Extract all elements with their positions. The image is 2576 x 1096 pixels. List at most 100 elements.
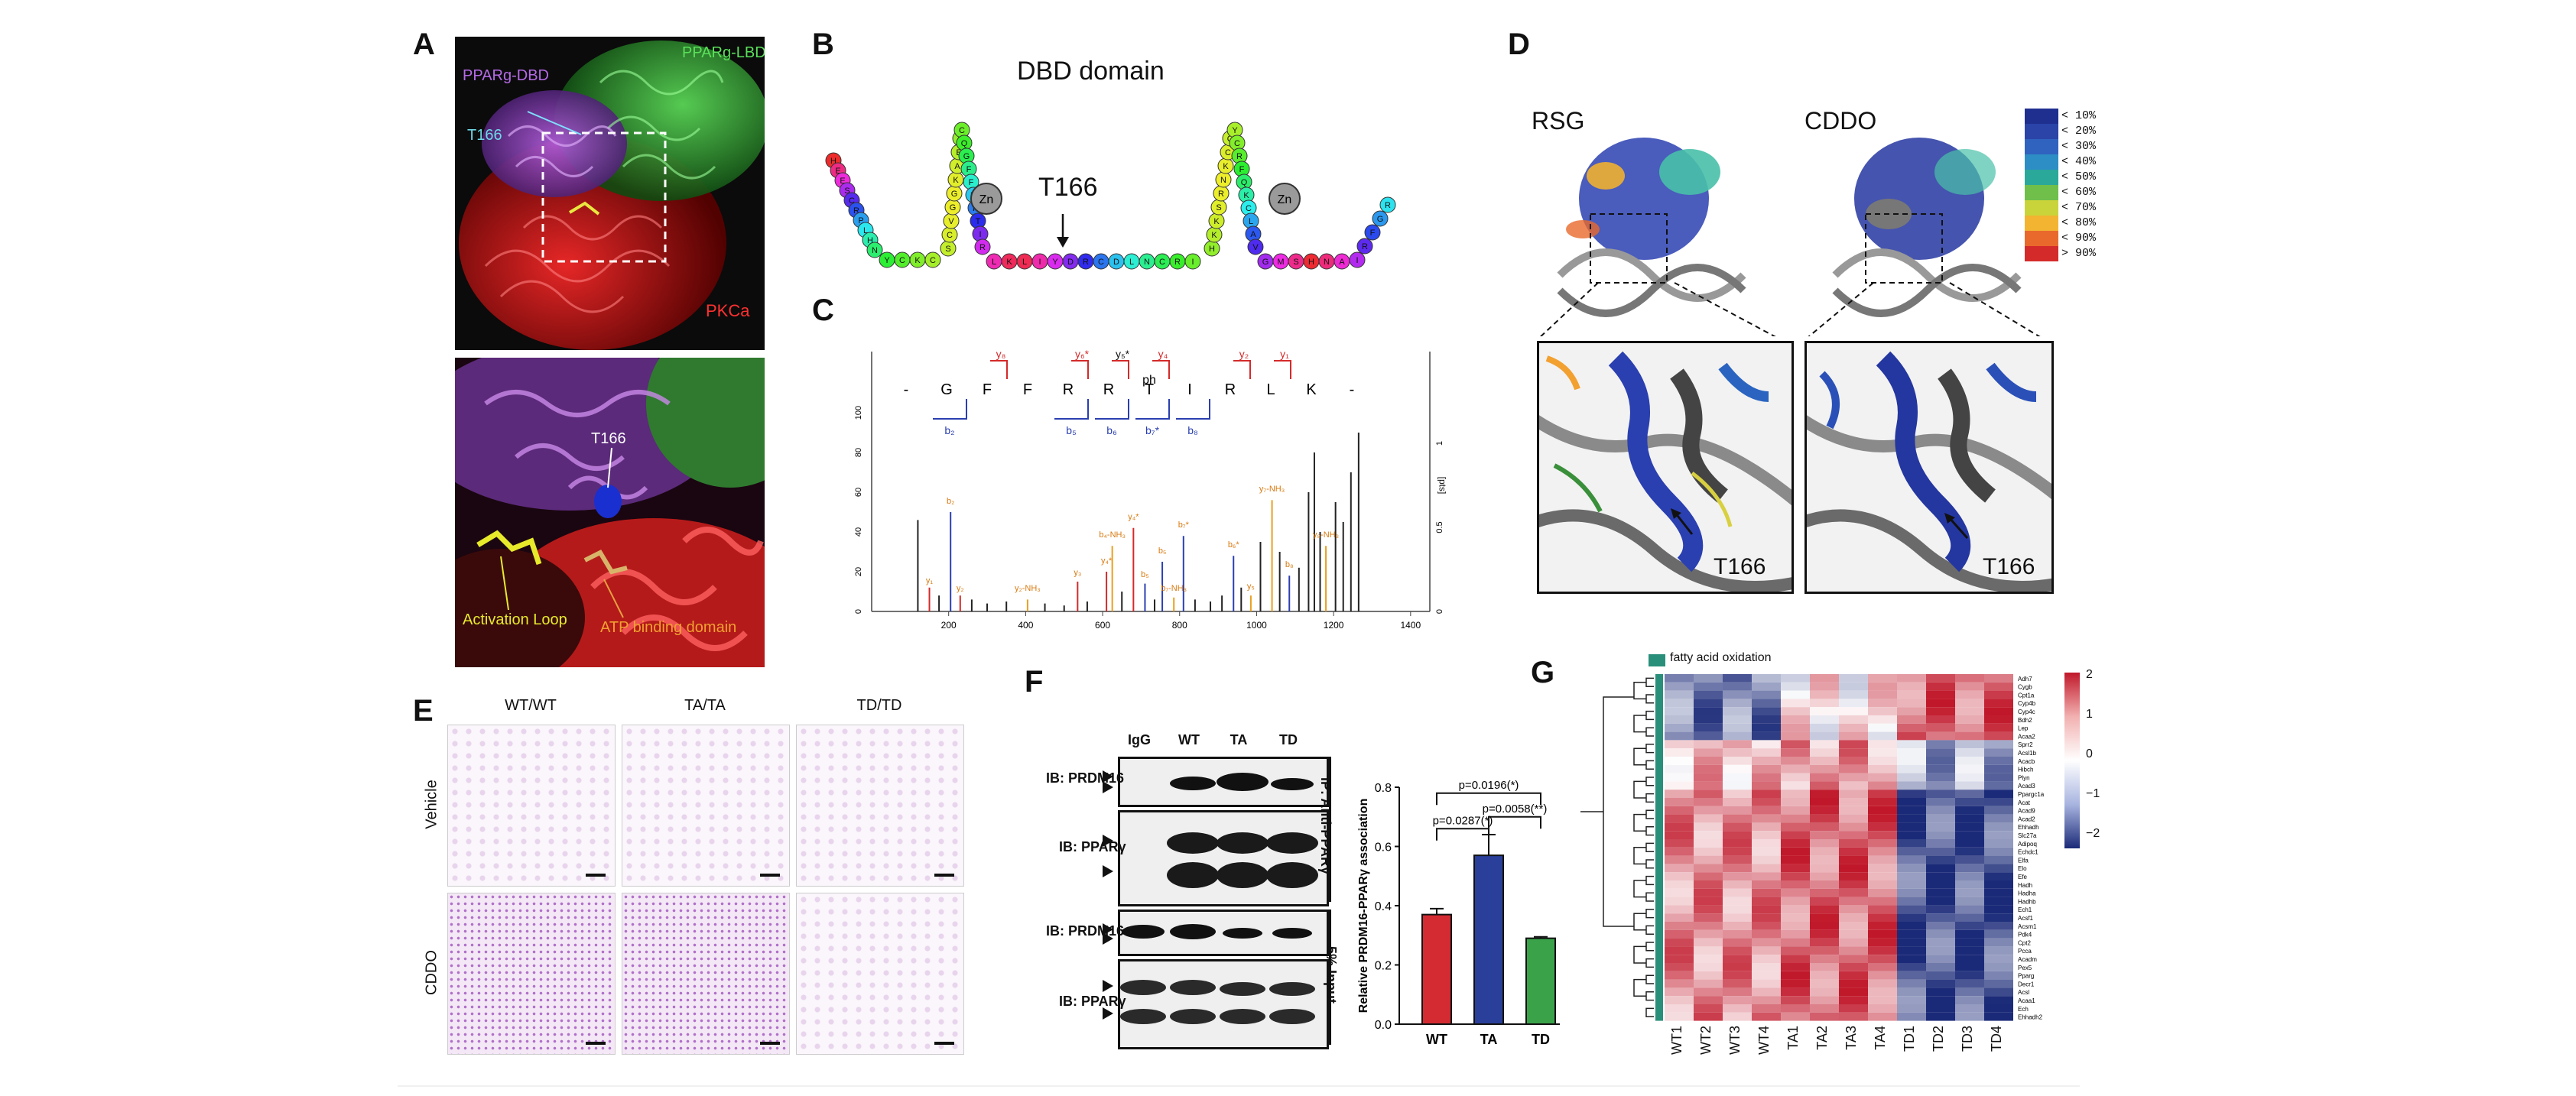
heatmap-cell <box>1810 748 1839 757</box>
heatmap-cell <box>1781 888 1810 897</box>
histology-column-label: WT/WT <box>505 697 557 714</box>
heatmap-cell <box>1694 938 1723 947</box>
heatmap-cell <box>1984 831 2013 839</box>
gene-label: Slc27a <box>2018 832 2037 839</box>
heatmap-cell <box>1665 996 1694 1004</box>
heatmap-cell <box>1665 913 1694 922</box>
legend-swatch <box>2025 170 2058 185</box>
heatmap-cell <box>1723 855 1752 864</box>
heatmap-cell <box>1839 897 1868 906</box>
heatmap-cell <box>1868 723 1897 732</box>
residue-letter: S <box>945 245 950 254</box>
heatmap-cell <box>1984 922 2013 930</box>
heatmap-cell <box>1868 740 1897 749</box>
heatmap-column-label: TA4 <box>1873 1026 1888 1050</box>
pkc-label: PKCa <box>706 301 750 320</box>
residue-letter: C <box>849 196 855 206</box>
heatmap-cell <box>1984 872 2013 880</box>
heatmap-cell <box>1897 690 1926 699</box>
heatmap-cell <box>1897 847 1926 856</box>
residue-letter: R <box>1083 258 1089 267</box>
residue-letter: Y <box>1232 126 1238 135</box>
heatmap-cell <box>1752 831 1781 839</box>
residue-letter: A <box>1339 258 1345 267</box>
histology-row-label: Vehicle <box>423 780 440 829</box>
heatmap-cell <box>1781 929 1810 939</box>
heatmap-cell <box>1984 781 2013 790</box>
heatmap-cell <box>1781 864 1810 873</box>
heatmap-cell <box>1810 822 1839 832</box>
heatmap-cell <box>1955 987 1984 997</box>
peptide-residue: R <box>1225 381 1236 398</box>
heatmap-cell <box>1665 922 1694 930</box>
heatmap-cell <box>1752 798 1781 806</box>
legend-swatch <box>2025 216 2058 231</box>
heatmap-cell <box>1781 831 1810 839</box>
residue-letter: S <box>844 186 849 196</box>
heatmap-cell <box>1723 731 1752 741</box>
heatmap-cell <box>1752 699 1781 708</box>
gene-label: Cpt1a <box>2018 692 2035 699</box>
band-arrow-icon <box>1103 865 1113 877</box>
heatmap-cell <box>1781 905 1810 914</box>
heatmap-cell <box>1897 764 1926 773</box>
heatmap-cell <box>1694 773 1723 782</box>
heatmap-cell <box>1926 872 1955 880</box>
heatmap-cell <box>1868 764 1897 773</box>
heatmap-cell <box>1665 971 1694 980</box>
heatmap-column-label: TA2 <box>1814 1026 1830 1050</box>
phospho-mark: ph <box>1142 374 1156 387</box>
bar-y-tick: 0.2 <box>1375 960 1392 973</box>
gene-label: Sprr2 <box>2018 741 2033 748</box>
heatmap-cell <box>1752 682 1781 691</box>
heatmap-cell <box>1752 963 1781 971</box>
heatmap-cell <box>1926 831 1955 839</box>
gene-label: Hibch <box>2018 767 2033 773</box>
heatmap-cell <box>1955 905 1984 914</box>
heatmap-cell <box>1926 699 1955 708</box>
heatmap-cell <box>1897 707 1926 715</box>
heatmap-cell <box>1897 748 1926 757</box>
heatmap-cell <box>1723 847 1752 856</box>
heatmap-cell <box>1810 971 1839 980</box>
panel-b-label: B <box>812 28 834 61</box>
heatmap-cell <box>1781 872 1810 880</box>
heatmap-cell <box>1781 913 1810 922</box>
heatmap-cell <box>1781 847 1810 856</box>
scale-bar <box>760 1042 780 1045</box>
heatmap-cell <box>1984 740 2013 749</box>
heatmap-cell <box>1868 872 1897 880</box>
dbd-sequence-diagram: HEESCRPLHNYCKCSCVGGKAEECQGFFRRTIRLKLIYDR… <box>825 122 1396 270</box>
heatmap-cell <box>1984 880 2013 889</box>
heatmap-cell <box>1723 773 1752 782</box>
heatmap-cell <box>1839 839 1868 848</box>
heatmap-cell <box>1665 946 1694 955</box>
heatmap-cell <box>1781 690 1810 699</box>
heatmap-cell <box>1810 929 1839 939</box>
ms-ion-label: b₆* <box>1228 540 1240 550</box>
residue-letter: L <box>863 226 868 235</box>
heatmap-cell <box>1694 922 1723 930</box>
heatmap-cell <box>1897 790 1926 798</box>
heatmap-cell <box>1897 806 1926 815</box>
heatmap-cell <box>1781 855 1810 864</box>
heatmap-cell <box>1781 955 1810 963</box>
heatmap-cell <box>1868 855 1897 864</box>
heatmap-cell <box>1694 929 1723 939</box>
heatmap-cell <box>1723 979 1752 988</box>
heatmap-cell <box>1868 979 1897 988</box>
heatmap-cell <box>1810 781 1839 790</box>
heatmap-cell <box>1926 1004 1955 1013</box>
residue-letter: H <box>867 236 873 245</box>
heatmap-cell <box>1752 872 1781 880</box>
heatmap-cell <box>1839 971 1868 980</box>
heatmap-cell <box>1984 938 2013 947</box>
histology-image <box>796 893 964 1055</box>
heatmap-cell <box>1723 748 1752 757</box>
heatmap-cell <box>1868 831 1897 839</box>
heatmap-cell <box>1752 855 1781 864</box>
bar-category-label: TA <box>1480 1032 1498 1047</box>
heatmap-cell <box>1810 987 1839 997</box>
heatmap-cell <box>1810 790 1839 798</box>
heatmap-cell <box>1984 847 2013 856</box>
